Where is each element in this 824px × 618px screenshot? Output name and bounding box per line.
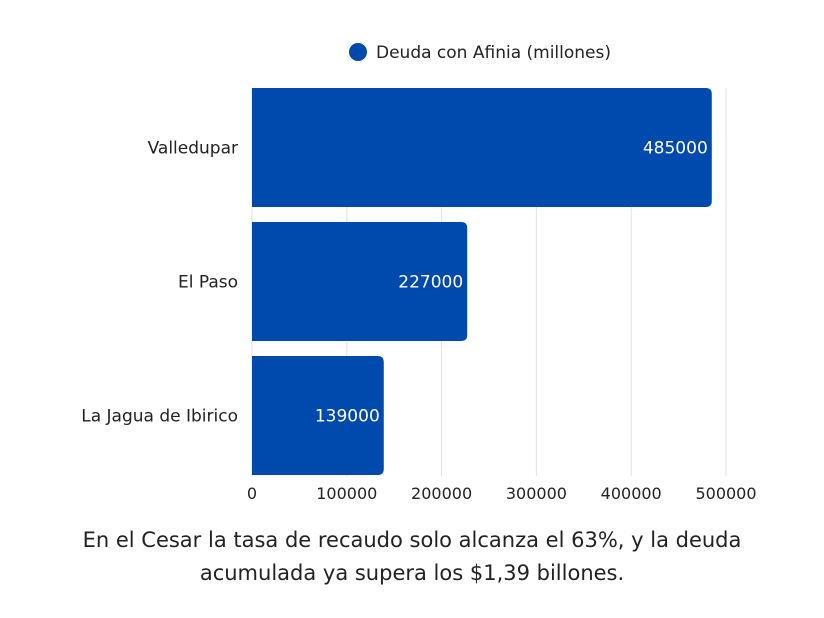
x-tick-label: 0	[247, 484, 257, 503]
bar-value-label: 139000	[315, 407, 380, 427]
x-tick-label: 200000	[411, 484, 472, 503]
y-category-label: La Jagua de Ibirico	[81, 407, 238, 427]
y-category-label: El Paso	[178, 273, 238, 293]
x-tick-label: 100000	[316, 484, 377, 503]
legend-swatch	[349, 43, 367, 61]
bar-value-label: 227000	[398, 273, 463, 293]
x-tick-label: 400000	[601, 484, 662, 503]
bar	[252, 356, 384, 475]
caption-line-1: En el Cesar la tasa de recaudo solo alca…	[82, 528, 742, 552]
bar	[252, 88, 712, 207]
y-category-label: Valledupar	[148, 139, 238, 159]
bar-value-label: 485000	[643, 139, 708, 159]
x-tick-label: 500000	[695, 484, 756, 503]
chart-caption: En el Cesar la tasa de recaudo solo alca…	[0, 524, 824, 590]
bar	[252, 222, 468, 341]
legend-label: Deuda con Afinia (millones)	[376, 43, 611, 63]
legend: Deuda con Afinia (millones)	[349, 43, 611, 63]
caption-line-2: acumulada ya supera los $1,39 billones.	[199, 561, 625, 585]
x-tick-label: 300000	[506, 484, 567, 503]
